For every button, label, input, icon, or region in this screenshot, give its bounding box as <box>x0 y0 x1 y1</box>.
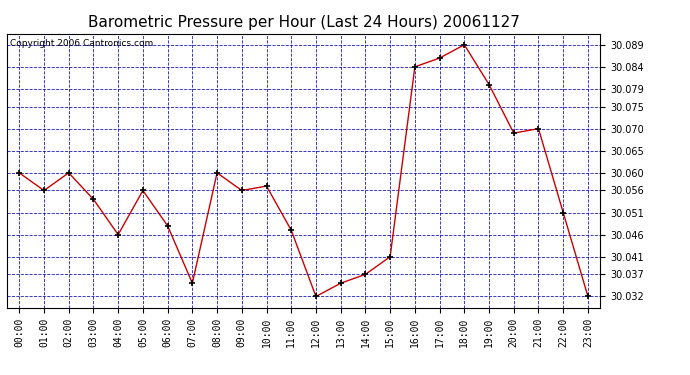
Text: Copyright 2006 Cantronics.com: Copyright 2006 Cantronics.com <box>10 39 153 48</box>
Text: Barometric Pressure per Hour (Last 24 Hours) 20061127: Barometric Pressure per Hour (Last 24 Ho… <box>88 15 520 30</box>
